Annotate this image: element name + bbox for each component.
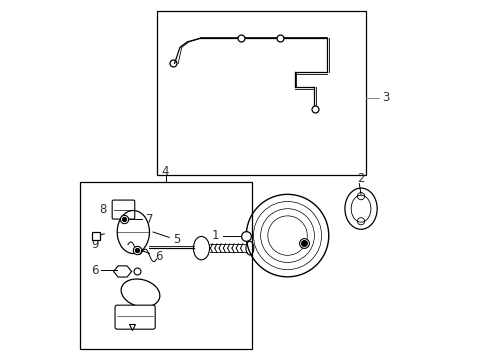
Text: 5: 5 [172, 233, 180, 246]
Text: 6: 6 [91, 264, 98, 277]
Text: 9: 9 [91, 238, 98, 251]
Text: 3: 3 [382, 91, 389, 104]
Text: 6: 6 [154, 249, 162, 262]
FancyBboxPatch shape [115, 305, 155, 329]
FancyBboxPatch shape [112, 200, 135, 219]
Text: 8: 8 [99, 203, 106, 216]
Bar [156, 12, 366, 175]
Text: 4: 4 [162, 165, 169, 177]
Text: 1: 1 [212, 229, 219, 242]
Text: 2: 2 [357, 172, 364, 185]
Bar [80, 182, 251, 348]
Text: 7: 7 [145, 213, 153, 226]
